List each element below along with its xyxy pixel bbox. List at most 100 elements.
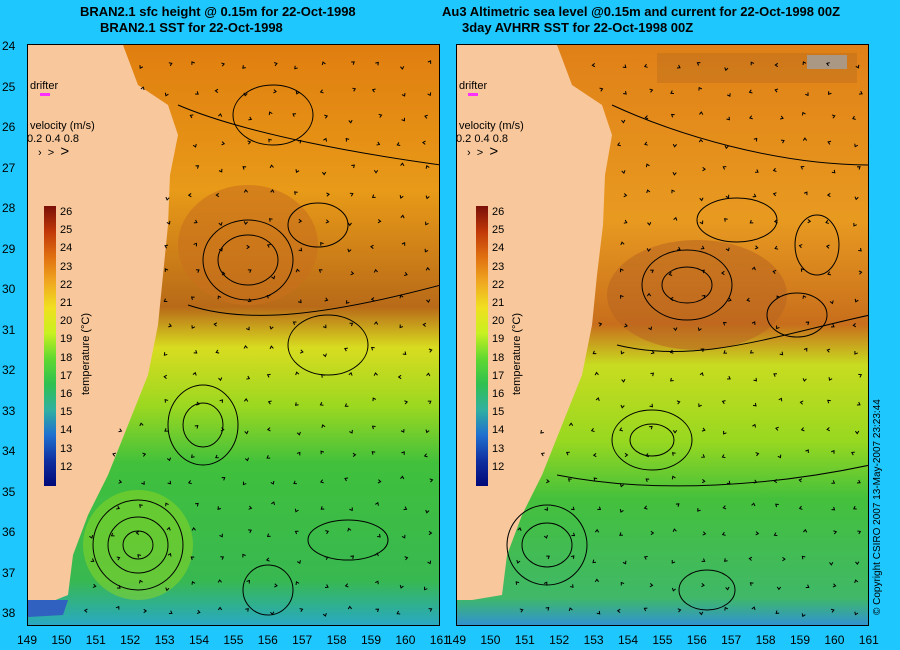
current-arrow — [322, 324, 327, 329]
map-panel-left — [27, 44, 440, 626]
current-arrow — [90, 558, 95, 562]
current-arrow — [650, 350, 655, 355]
current-arrow — [619, 268, 624, 273]
current-arrow — [402, 351, 407, 356]
current-arrow — [643, 63, 648, 68]
current-arrow — [676, 400, 681, 405]
current-arrow — [570, 506, 575, 511]
current-arrow — [298, 218, 303, 224]
current-arrow — [726, 480, 731, 485]
current-arrow — [699, 611, 704, 616]
current-arrow — [247, 269, 252, 273]
current-arrow — [377, 533, 381, 538]
current-arrow — [118, 428, 123, 433]
current-arrow — [115, 605, 120, 610]
colorbar-tick-label: 18 — [60, 351, 73, 364]
contours-left — [92, 84, 439, 616]
current-arrow — [828, 91, 832, 95]
current-arrow — [858, 247, 862, 252]
current-arrow — [83, 608, 88, 613]
x-tick-label: 160 — [395, 633, 416, 647]
y-tick-label: 36 — [2, 525, 16, 539]
land-bottom-left — [28, 600, 68, 617]
current-arrow — [423, 453, 428, 458]
current-arrow — [218, 168, 223, 173]
x-tick-label: 149 — [445, 633, 467, 647]
current-arrow — [516, 559, 521, 564]
current-arrow — [247, 140, 252, 145]
current-arrow — [829, 300, 834, 305]
panel-right-title-line2: 3day AVHRR SST for 22-Oct-1998 00Z — [462, 20, 694, 35]
current-arrow — [269, 345, 274, 350]
y-tick-label: 37 — [2, 565, 16, 580]
land-right — [457, 45, 612, 600]
current-arrow — [543, 581, 548, 586]
current-arrow — [805, 449, 809, 453]
current-arrow — [295, 581, 300, 585]
current-arrow — [347, 222, 352, 227]
current-arrow — [217, 579, 222, 583]
current-arrow — [220, 427, 225, 432]
current-arrow — [668, 271, 673, 276]
current-arrow — [425, 221, 429, 226]
current-arrow — [624, 323, 628, 328]
current-arrow — [831, 169, 836, 174]
current-arrow — [243, 92, 248, 97]
colorbar-tick-label: 13 — [60, 442, 73, 455]
current-arrow — [348, 371, 353, 376]
velocity-values-right: 0.2 0.4 0.8 — [456, 133, 508, 145]
current-arrow — [352, 452, 357, 457]
y-tick-label: 38 — [2, 606, 16, 620]
current-arrow — [344, 403, 349, 407]
current-arrow — [620, 241, 625, 246]
current-arrow — [428, 348, 433, 353]
current-arrow — [376, 141, 381, 146]
x-tick-label: 149 — [16, 633, 38, 647]
current-arrow — [375, 501, 379, 506]
current-arrow — [425, 266, 430, 271]
current-arrow — [191, 580, 196, 585]
current-arrow — [273, 89, 277, 94]
current-arrow — [594, 528, 600, 533]
colorbar-tick-label: 26 — [492, 206, 505, 218]
current-arrow — [701, 558, 706, 562]
current-arrow — [267, 400, 272, 405]
current-arrow — [187, 480, 192, 485]
current-arrow — [701, 269, 705, 274]
current-arrow — [274, 583, 278, 588]
x-tick-label: 154 — [188, 633, 210, 647]
velocity-arrows-right: › > > — [467, 143, 499, 160]
current-arrow — [248, 505, 253, 510]
current-arrow — [270, 189, 275, 193]
current-arrow — [110, 532, 115, 537]
current-arrow — [142, 452, 147, 457]
current-arrow — [399, 324, 404, 329]
current-arrow — [266, 294, 271, 299]
current-arrow — [646, 248, 651, 252]
current-arrow — [592, 350, 597, 355]
colorbar-tick-label: 15 — [60, 406, 73, 419]
current-arrow — [540, 429, 544, 434]
current-arrow — [774, 62, 779, 68]
current-arrow — [324, 297, 329, 302]
current-arrow — [833, 530, 838, 535]
current-arrow — [426, 299, 431, 304]
current-arrow — [591, 63, 596, 68]
current-arrow — [266, 533, 271, 538]
current-arrow — [698, 86, 703, 91]
current-arrow — [297, 139, 302, 144]
current-arrow — [294, 530, 299, 535]
current-arrow — [347, 605, 353, 610]
current-arrow — [831, 114, 836, 119]
current-arrow — [776, 295, 781, 300]
current-arrow — [322, 613, 327, 617]
current-arrow — [166, 526, 171, 531]
current-arrow — [193, 349, 198, 354]
current-arrow — [803, 528, 808, 533]
current-arrow — [772, 269, 777, 274]
current-arrow — [320, 506, 325, 510]
current-arrow — [621, 170, 626, 174]
current-arrow — [670, 377, 674, 382]
current-arrow — [164, 268, 169, 272]
current-arrow — [593, 477, 598, 482]
